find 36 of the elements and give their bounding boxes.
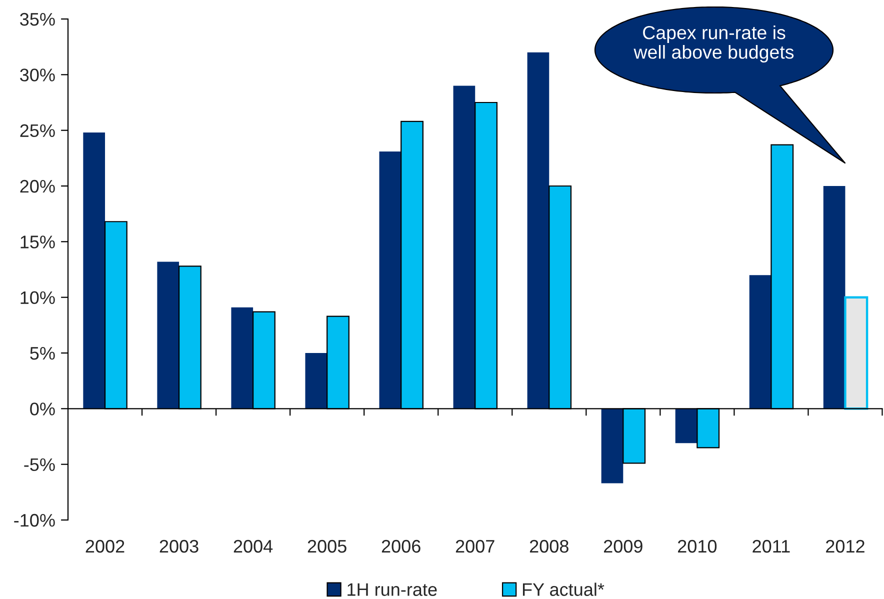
x-tick-label: 2006 (382, 540, 420, 553)
x-tick-label: 2009 (604, 540, 642, 553)
bar (527, 52, 550, 409)
x-tick-label: 2003 (160, 540, 198, 553)
bar (83, 132, 106, 409)
bar (305, 353, 328, 409)
x-tick-label: 2005 (308, 540, 346, 553)
x-tick-label: 2008 (530, 540, 568, 553)
bar (453, 86, 476, 409)
bar (749, 275, 772, 409)
x-tick-label: 2011 (752, 540, 790, 553)
x-tick-label: 2004 (234, 540, 273, 553)
y-tick-label: 0% (30, 402, 55, 416)
bar (157, 262, 180, 409)
x-tick-label: 2007 (456, 540, 494, 553)
bar (379, 151, 402, 409)
x-tick-label: 2010 (678, 540, 717, 553)
y-tick-label: 20% (20, 180, 55, 193)
bar (844, 296, 868, 410)
legend-label: FY actual* (522, 582, 604, 596)
y-tick-label: 5% (30, 347, 55, 360)
bar (675, 408, 698, 444)
y-tick-label: 10% (20, 291, 55, 304)
y-tick-label: 35% (20, 12, 55, 26)
bar (231, 307, 254, 409)
legend-label: 1H run-rate (348, 583, 437, 596)
y-tick-label: 25% (20, 124, 55, 138)
x-tick-label: 2012 (826, 540, 864, 553)
bar (601, 408, 624, 484)
y-tick-label: 30% (20, 68, 55, 82)
y-tick-label: 15% (20, 236, 55, 248)
x-tick-label: 2002 (86, 540, 124, 553)
bar (823, 186, 846, 409)
y-tick-label: -5% (24, 458, 55, 472)
annotation: Capex run-rate is well above budgets (634, 26, 794, 62)
y-tick-label: -10% (14, 514, 55, 527)
